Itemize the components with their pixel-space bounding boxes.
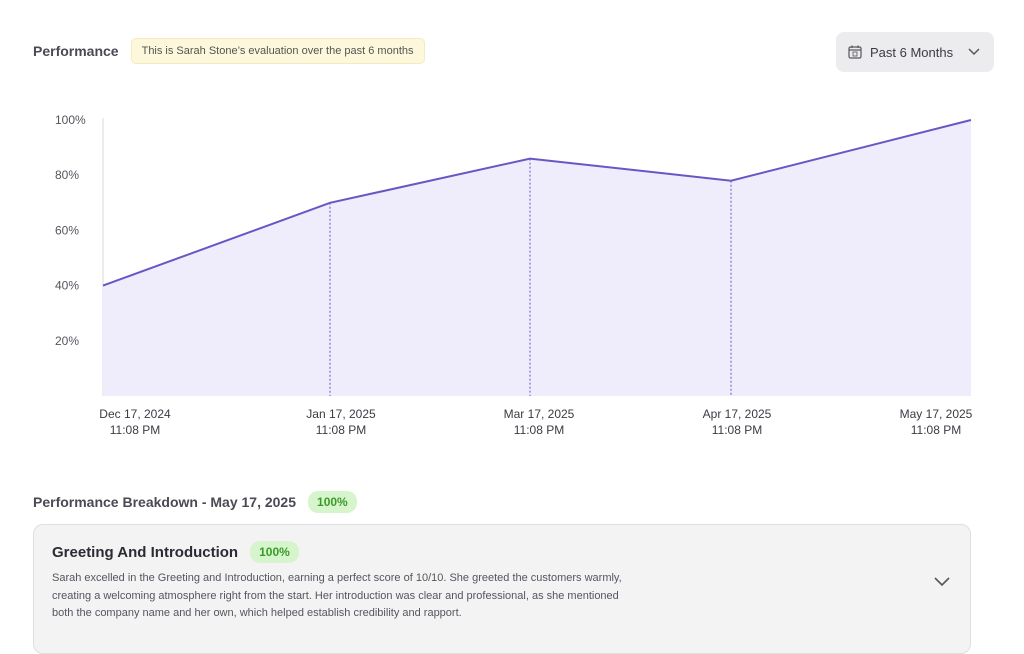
y-tick-label: 100%	[55, 113, 86, 127]
x-tick-date: Dec 17, 2024	[99, 407, 171, 421]
x-tick-date: Mar 17, 2025	[504, 407, 575, 421]
x-tick-time: 11:08 PM	[316, 423, 366, 437]
x-tick-time: 11:08 PM	[712, 423, 762, 437]
y-tick-label: 60%	[55, 223, 79, 237]
x-tick-date: Jan 17, 2025	[306, 407, 376, 421]
y-tick-label: 40%	[55, 279, 79, 293]
performance-header: Performance This is Sarah Stone’s evalua…	[33, 38, 425, 64]
chevron-down-icon	[968, 48, 980, 56]
breakdown-score-badge: 100%	[308, 491, 357, 513]
period-select-label: Past 6 Months	[870, 44, 954, 60]
y-tick-label: 20%	[55, 334, 79, 348]
breakdown-card-header: Greeting And Introduction 100%	[52, 541, 299, 563]
x-tick-date: May 17, 2025	[900, 407, 973, 421]
x-tick-time: 11:08 PM	[911, 423, 961, 437]
period-select-dropdown[interactable]: Past 6 Months	[836, 32, 994, 72]
performance-chart: 20% 40% 60% 80% 100% Dec 17, 2024 11:08 PM Jan…	[55, 113, 973, 437]
x-tick-time: 11:08 PM	[110, 423, 160, 437]
breakdown-card-body: Sarah excelled in the Greeting and Intro…	[52, 572, 622, 619]
breakdown-title: Performance Breakdown - May 17, 2025	[33, 494, 297, 510]
breakdown-card-title: Greeting And Introduction	[52, 543, 239, 561]
x-tick-time: 11:08 PM	[514, 423, 564, 437]
chart-series-line	[102, 119, 972, 287]
chart-area-fill	[103, 120, 971, 396]
chevron-down-icon[interactable]	[934, 576, 950, 588]
evaluation-note: This is Sarah Stone’s evaluation over th…	[130, 38, 425, 64]
calendar-icon	[848, 45, 862, 59]
breakdown-card-score-badge: 100%	[250, 541, 299, 563]
y-tick-label: 80%	[55, 168, 79, 182]
breakdown-header: Performance Breakdown - May 17, 2025 100…	[33, 491, 357, 513]
performance-title: Performance	[33, 43, 119, 59]
breakdown-card[interactable]: Greeting And Introduction 100% Sarah exc…	[33, 524, 971, 654]
x-tick-date: Apr 17, 2025	[703, 407, 772, 421]
